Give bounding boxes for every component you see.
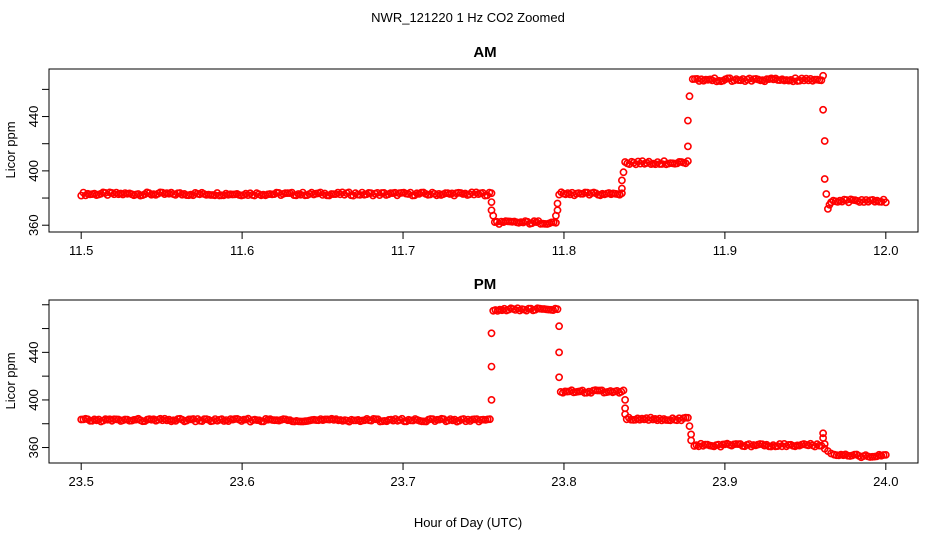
am-transition-point (820, 137, 829, 145)
pm-transition-point (555, 322, 563, 331)
pm-y-tick-label: 360 (26, 437, 41, 459)
am-x-tick-label: 11.6 (230, 243, 254, 258)
am-data-point (487, 189, 496, 198)
pm-transition-point (687, 436, 695, 445)
am-data-point (684, 157, 692, 165)
am-transition-point (684, 142, 692, 151)
am-transition-point (619, 168, 628, 177)
pm-x-tick-label: 23.9 (712, 474, 737, 489)
pm-transition-point (555, 348, 563, 357)
am-transition-point (685, 92, 694, 101)
am-transition-point (822, 190, 831, 198)
panel-am-title: AM (473, 44, 496, 61)
pm-y-tick-label: 400 (26, 389, 41, 411)
pm-transition-point (820, 440, 829, 448)
am-data-point (817, 76, 826, 85)
panel-am-plot-box (48, 68, 919, 233)
pm-y-tick-label: 440 (26, 341, 41, 363)
am-transition-point (824, 204, 832, 213)
pm-data-point (553, 305, 562, 314)
pm-transition-point (555, 373, 563, 382)
am-transition-point (553, 199, 562, 208)
pm-x-tick-label: 23.8 (551, 474, 576, 489)
panel-am-x-ticks: 11.5 11.6 11.7 11.8 11.9 12.0 (69, 232, 898, 258)
panel-pm-plot-box (48, 299, 919, 464)
panel-am-ylabel: Licor ppm (3, 121, 18, 178)
am-y-tick-label: 400 (26, 160, 41, 182)
panel-pm: PM Licor ppm 23.5 23.6 23.7 23.8 23.9 24.0 36… (3, 276, 919, 489)
am-data-point (855, 198, 864, 206)
am-y-tick-label: 360 (26, 214, 41, 236)
pm-x-tick-label: 23.5 (69, 474, 94, 489)
am-transition-point (618, 184, 626, 193)
pm-transition-point (621, 410, 629, 419)
am-x-tick-label: 11.8 (552, 243, 576, 258)
am-x-tick-label: 12.0 (873, 243, 898, 258)
am-transition-point (819, 71, 827, 80)
panel-pm-y-ticks: 360 400 440 (26, 304, 49, 459)
am-transition-point (684, 116, 692, 125)
pm-data-point (684, 413, 692, 422)
panel-am-points (77, 71, 890, 228)
pm-data-point (881, 450, 890, 459)
am-transition-point (825, 200, 834, 209)
pm-transition-point (827, 449, 835, 458)
am-data-point (552, 218, 560, 227)
am-transition-point (618, 176, 626, 185)
am-x-tick-label: 11.5 (69, 243, 93, 258)
figure-title: NWR_121220 1 Hz CO2 Zoomed (371, 10, 565, 25)
panel-am-y-ticks: 360 400 440 (26, 88, 49, 236)
pm-data-point (485, 415, 494, 424)
am-transition-point (487, 198, 496, 206)
panel-pm-title: PM (474, 276, 497, 293)
am-x-tick-label: 11.7 (391, 243, 415, 258)
pm-transition-point (819, 429, 827, 438)
pm-x-tick-label: 24.0 (873, 474, 898, 489)
pm-transition-point (621, 395, 629, 404)
am-data-point (881, 198, 890, 207)
panel-pm-x-ticks: 23.5 23.6 23.7 23.8 23.9 24.0 (69, 463, 898, 489)
pm-transition-point (487, 362, 496, 371)
am-transition-point (819, 105, 827, 114)
am-x-tick-label: 11.9 (713, 243, 737, 258)
am-transition-point (489, 211, 498, 220)
pm-x-tick-label: 23.7 (390, 474, 415, 489)
am-data-point (618, 189, 626, 198)
am-y-tick-label: 440 (26, 106, 41, 128)
panel-pm-ylabel: Licor ppm (3, 352, 18, 409)
pm-transition-point (487, 395, 496, 404)
panel-am: AM Licor ppm 11.5 11.6 11.7 11.8 11.9 12.0 36… (3, 44, 919, 258)
pm-x-tick-label: 23.6 (229, 474, 254, 489)
figure-xlabel: Hour of Day (UTC) (414, 515, 522, 530)
panel-pm-points (77, 304, 890, 462)
am-transition-point (820, 175, 829, 183)
pm-transition-point (685, 422, 694, 430)
pm-data-point (619, 386, 628, 395)
pm-transition-point (487, 329, 496, 338)
